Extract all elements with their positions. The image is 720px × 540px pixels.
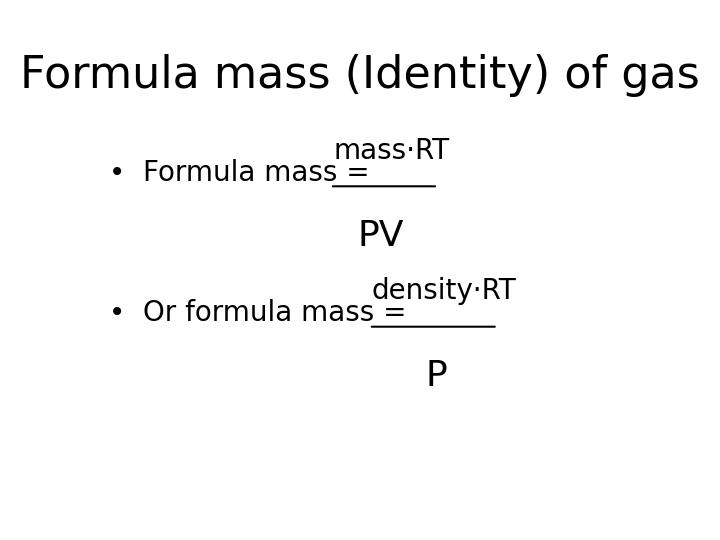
Text: Formula mass (Identity) of gas: Formula mass (Identity) of gas [20, 54, 700, 97]
Text: PV: PV [357, 219, 403, 253]
Text: mass·RT: mass·RT [333, 137, 449, 165]
Text: •  Or formula mass =: • Or formula mass = [109, 299, 415, 327]
Text: density·RT: density·RT [372, 277, 517, 305]
Text: •  Formula mass =: • Formula mass = [109, 159, 378, 187]
Text: P: P [426, 359, 448, 393]
